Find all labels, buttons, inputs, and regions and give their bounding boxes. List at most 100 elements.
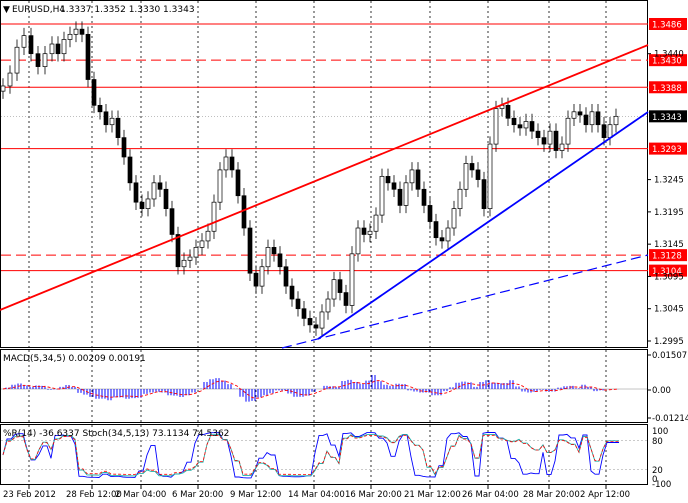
candle-body	[583, 114, 589, 126]
stoch-tick-label: 0	[652, 475, 657, 485]
candle-body	[301, 308, 307, 319]
candle-body	[28, 35, 34, 55]
candle-body	[493, 108, 499, 145]
candle-body	[295, 298, 301, 310]
macd-axis: 0.01507 0.00 -0.01214	[647, 351, 688, 424]
candle-body	[103, 111, 109, 126]
level-price: 1.3128	[652, 252, 682, 262]
candle-body	[307, 318, 313, 326]
candle-body	[187, 256, 193, 261]
candle-body	[523, 121, 529, 129]
candle-body	[511, 117, 517, 126]
candle-body	[535, 130, 541, 138]
candle-body	[193, 247, 199, 258]
candle-body	[589, 111, 595, 126]
candle-body	[541, 137, 547, 145]
level-badge	[649, 249, 687, 262]
candle-body	[217, 169, 223, 203]
candle-body	[199, 240, 205, 248]
candle-body	[403, 182, 409, 206]
macd-tick-label: 0.00	[652, 386, 671, 396]
candle-body	[379, 176, 385, 216]
time-label: 2 Mar 04:00	[115, 490, 166, 500]
uptrend-line[interactable]	[317, 111, 649, 340]
candle-body	[109, 117, 115, 126]
candle-body	[14, 46, 20, 74]
candle-body	[451, 208, 457, 229]
candle-body	[313, 324, 319, 329]
candle-body	[373, 214, 379, 232]
candle-body	[271, 247, 277, 255]
candle-body	[61, 39, 67, 55]
candle-body	[559, 143, 565, 151]
candle-body	[7, 72, 13, 87]
candle-body	[121, 137, 127, 158]
stoch-main-line	[2, 433, 619, 477]
stoch-signal-line	[2, 434, 619, 475]
candle-body	[91, 79, 97, 106]
level-badge	[649, 142, 687, 155]
time-label: 28 Feb 12:00	[66, 490, 122, 500]
candle-body	[481, 179, 487, 209]
current-price-label: 1.3343	[652, 113, 682, 123]
time-label: 26 Mar 04:00	[462, 490, 519, 500]
candle-body	[367, 230, 373, 235]
candle-body	[487, 143, 493, 209]
candle-body	[613, 115, 619, 126]
candle-body	[115, 117, 121, 138]
uptrend-dashed-line[interactable]	[281, 254, 649, 349]
time-axis: 23 Feb 2012 28 Feb 12:002 Mar 04:00 6 Mar …	[3, 485, 630, 500]
level-badge	[649, 18, 687, 30]
candle-body	[391, 182, 397, 190]
candle-body	[595, 111, 601, 126]
level-badge	[649, 54, 687, 67]
candle-body	[517, 124, 523, 129]
candle-body	[463, 163, 469, 190]
time-label: 9 Mar 12:00	[230, 490, 281, 500]
level-badge	[649, 264, 687, 277]
candle-body	[457, 188, 463, 209]
candle-body	[151, 182, 157, 200]
candle-body	[85, 33, 91, 80]
level-price: 1.3293	[652, 145, 682, 155]
stoch-indicator	[1, 431, 647, 479]
candle-body	[253, 272, 259, 287]
triangle-down-icon[interactable]: ▼	[3, 5, 10, 15]
time-label: 21 Mar 12:00	[404, 490, 461, 500]
macd-tick-label: 0.01507	[652, 351, 687, 361]
candle-body	[355, 227, 361, 255]
candle-body	[55, 43, 61, 55]
candle-body	[21, 35, 27, 48]
candle-body	[349, 253, 355, 306]
candlesticks	[0, 21, 619, 336]
candle-body	[223, 156, 229, 171]
candle-body	[565, 117, 571, 145]
price-tick-label: 1.3195	[654, 208, 684, 218]
main-panel-frame	[0, 0, 648, 348]
candle-body	[97, 104, 103, 113]
candle-body	[325, 298, 331, 313]
level-badge	[649, 81, 687, 94]
time-label: 16 Mar 20:00	[345, 490, 402, 500]
price-axis: 1.3486 1.3430 1.3388 1.3293 1.3128 1.3104 1.32…	[647, 18, 687, 347]
candle-body	[259, 266, 265, 287]
candle-body	[427, 205, 433, 222]
price-tick-label: 1.3045	[654, 305, 684, 315]
candle-body	[331, 279, 337, 300]
candle-body	[157, 182, 163, 190]
candle-body	[35, 53, 41, 67]
stoch-tick-label: 100	[652, 427, 668, 437]
candle-body	[127, 156, 133, 184]
macd-indicator	[1, 375, 647, 402]
macd-tick-label: -0.01214	[652, 414, 688, 424]
macd-signal-line	[2, 380, 619, 399]
price-tick-label: 1.2995	[654, 337, 684, 347]
level-price: 1.3104	[652, 267, 682, 277]
candle-body	[67, 33, 73, 40]
channel-upper-line[interactable]	[0, 44, 649, 311]
candle-body	[409, 169, 415, 184]
candle-body	[139, 201, 145, 209]
